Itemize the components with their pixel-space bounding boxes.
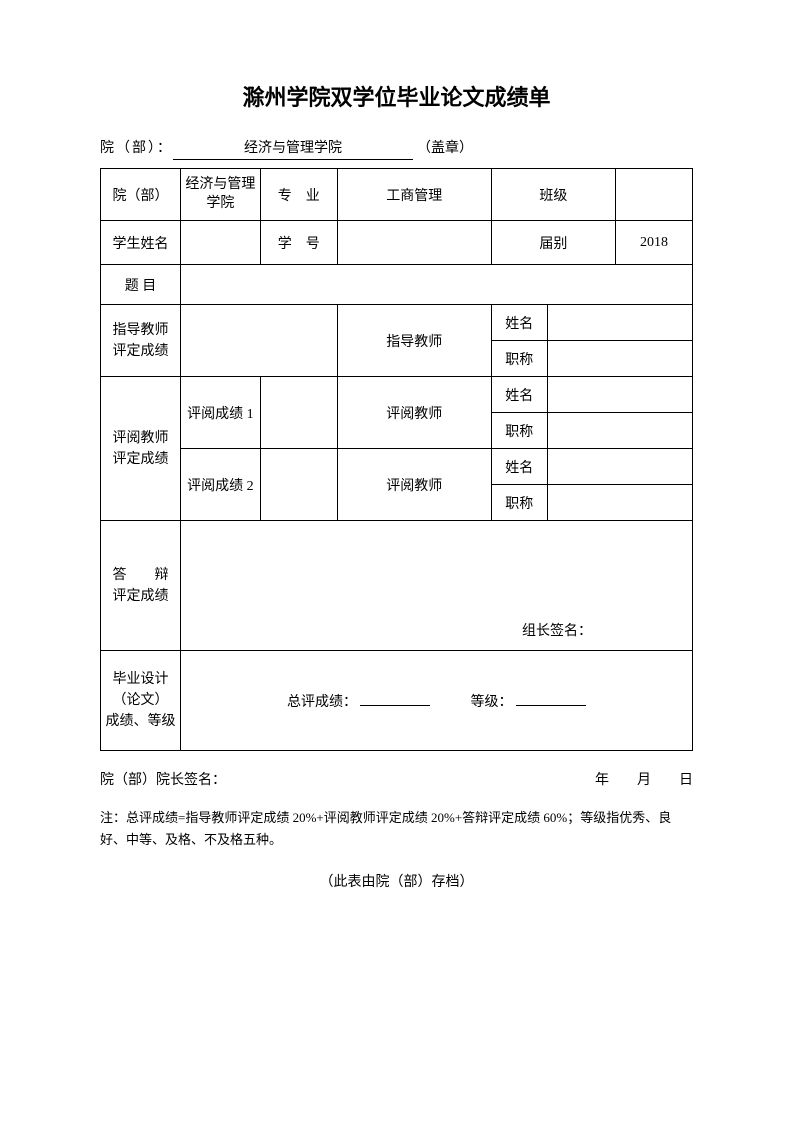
transcript-table: 院（部） 经济与管理学院 专 业 工商管理 班级 学生姓名 学 号 届别 201… <box>100 168 693 751</box>
major-label-cell: 专 业 <box>260 169 337 221</box>
defense-content-cell: 组长签名： <box>180 521 692 651</box>
table-row: 指导教师 评定成绩 指导教师 姓名 <box>101 305 693 341</box>
review2-title-label: 职称 <box>491 485 547 521</box>
advisor-section-text: 指导教师 评定成绩 <box>112 323 168 359</box>
header-dept-value: 经济与管理学院 <box>173 137 413 160</box>
review-teacher2-label: 评阅教师 <box>337 449 491 521</box>
review-section-label: 评阅教师 评定成绩 <box>101 377 181 521</box>
topic-value-cell <box>180 265 692 305</box>
table-row: 题 目 <box>101 265 693 305</box>
table-row: 毕业设计 （论文） 成绩、等级 总评成绩： 等级： <box>101 651 693 751</box>
advisor-section-label: 指导教师 评定成绩 <box>101 305 181 377</box>
page-title: 滁州学院双学位毕业论文成绩单 <box>100 80 693 112</box>
review1-name-label: 姓名 <box>491 377 547 413</box>
advisor-title-label: 职称 <box>491 341 547 377</box>
defense-text2: 评定成绩 <box>112 589 168 604</box>
table-row: 答 辩 评定成绩 组长签名： <box>101 521 693 651</box>
review-score2-value <box>260 449 337 521</box>
final-section-label: 毕业设计 （论文） 成绩、等级 <box>101 651 181 751</box>
review-section-text: 评阅教师 评定成绩 <box>112 431 168 467</box>
student-id-value-cell <box>337 221 491 265</box>
final-grade-label: 等级： <box>470 695 512 710</box>
table-row: 评阅教师 评定成绩 评阅成绩 1 评阅教师 姓名 <box>101 377 693 413</box>
final-score-label: 总评成绩： <box>287 695 357 710</box>
defense-text1: 答 辩 <box>112 568 168 583</box>
class-label-cell: 班级 <box>491 169 615 221</box>
table-row: 院（部） 经济与管理学院 专 业 工商管理 班级 <box>101 169 693 221</box>
dept-label-cell: 院（部） <box>101 169 181 221</box>
review1-title-value <box>547 413 692 449</box>
header-line: 院（部）： 经济与管理学院 （盖章） <box>100 137 693 160</box>
review-score1-value <box>260 377 337 449</box>
advisor-score-cell <box>180 305 337 377</box>
dean-label: 院（部）院长签名： <box>100 769 226 789</box>
header-stamp-suffix: （盖章） <box>417 137 473 157</box>
leader-signature-label: 组长签名： <box>522 620 592 640</box>
dean-date: 年 月 日 <box>595 769 693 789</box>
dean-signature-line: 院（部）院长签名： 年 月 日 <box>100 769 693 789</box>
advisor-teacher-label: 指导教师 <box>337 305 491 377</box>
student-name-value-cell <box>180 221 260 265</box>
defense-section-label: 答 辩 评定成绩 <box>101 521 181 651</box>
review2-title-value <box>547 485 692 521</box>
review-teacher1-label: 评阅教师 <box>337 377 491 449</box>
table-row: 评阅成绩 2 评阅教师 姓名 <box>101 449 693 485</box>
table-row: 学生姓名 学 号 届别 2018 <box>101 221 693 265</box>
review2-name-value <box>547 449 692 485</box>
student-name-label-cell: 学生姓名 <box>101 221 181 265</box>
review1-title-label: 职称 <box>491 413 547 449</box>
review2-name-label: 姓名 <box>491 449 547 485</box>
review1-name-value <box>547 377 692 413</box>
archive-note: （此表由院（部）存档） <box>100 871 693 891</box>
final-grade-blank <box>516 690 586 706</box>
student-id-label-cell: 学 号 <box>260 221 337 265</box>
major-value-cell: 工商管理 <box>337 169 491 221</box>
final-section-text: 毕业设计 （论文） 成绩、等级 <box>105 672 175 729</box>
header-dept-label: 院（部）： <box>100 137 173 157</box>
advisor-name-label: 姓名 <box>491 305 547 341</box>
advisor-title-value <box>547 341 692 377</box>
dept-value-cell: 经济与管理学院 <box>180 169 260 221</box>
session-label-cell: 届别 <box>491 221 615 265</box>
advisor-name-value <box>547 305 692 341</box>
note-text: 注：总评成绩=指导教师评定成绩 20%+评阅教师评定成绩 20%+答辩评定成绩 … <box>100 807 693 851</box>
review-score2-label: 评阅成绩 2 <box>180 449 260 521</box>
final-score-blank <box>360 690 430 706</box>
topic-label-cell: 题 目 <box>101 265 181 305</box>
final-content-cell: 总评成绩： 等级： <box>180 651 692 751</box>
class-value-cell <box>615 169 692 221</box>
review-score1-label: 评阅成绩 1 <box>180 377 260 449</box>
session-value-cell: 2018 <box>615 221 692 265</box>
